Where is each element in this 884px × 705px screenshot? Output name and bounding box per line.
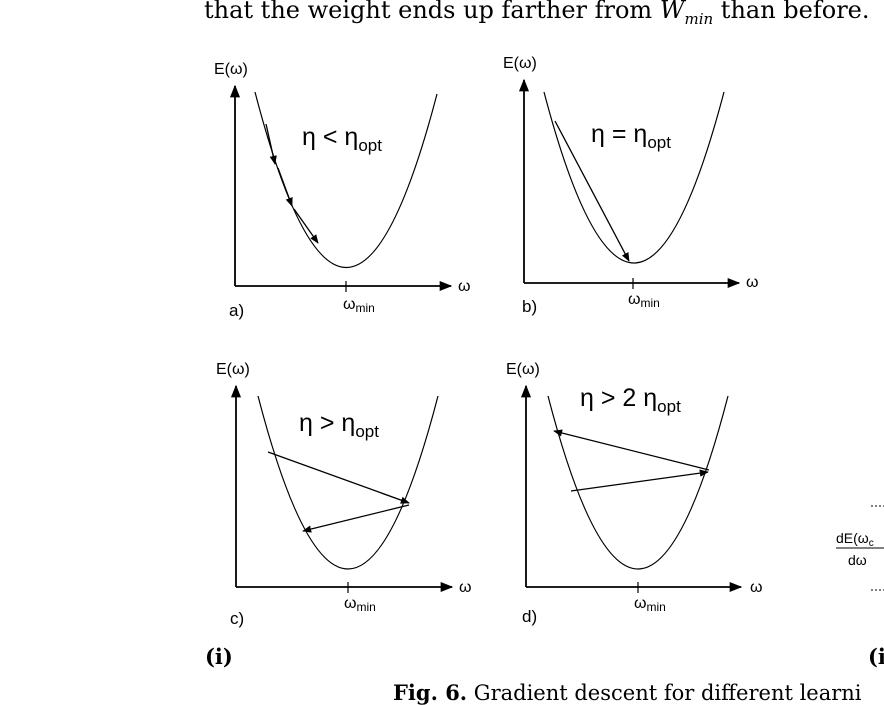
weight-variable: W [659,0,685,24]
y-axis-label: E(ω) [506,361,540,378]
x-axis-label: ω [458,278,471,295]
panel-label: a) [229,301,244,320]
derivative-numerator: dE(ωc [836,530,874,549]
panel-a: E(ω) ω ωmin η < ηopt a) [214,61,471,320]
x-axis-label: ω [750,579,763,596]
step-arrow [554,120,630,262]
figure-caption: Fig. 6. Gradient descent for different l… [393,680,862,705]
caption-figure-number: Fig. 6. [393,680,468,705]
error-curve [547,395,729,570]
panel-d: E(ω) ω ωmin η > 2 ηopt d) [506,361,763,626]
y-axis-label: E(ω) [216,361,250,378]
min-label: ωmin [634,595,666,614]
step-arrow-2 [553,429,710,471]
eta-condition: η > 2 ηopt [580,384,681,416]
y-axis-label: E(ω) [214,61,248,78]
error-curve [257,395,439,570]
step-arrow-1 [570,469,709,492]
step-arrow-1 [265,123,277,165]
panel-label: b) [522,297,537,316]
eta-condition: η = ηopt [591,120,671,152]
right-panel-fragment: dE(ωc dω [836,505,884,591]
step-arrow-2 [277,167,293,207]
eta-condition: η > ηopt [299,409,379,441]
x-axis-label: ω [459,579,472,596]
y-axis-label: E(ω) [503,55,537,72]
panel-c: E(ω) ω ωmin η > ηopt c) [216,361,472,628]
derivative-denominator: dω [848,552,867,568]
step-arrow-3 [293,208,319,244]
min-label: ωmin [628,291,660,310]
panel-b: E(ω) ω ωmin η = ηopt b) [503,55,759,316]
body-text-line: that the weight ends up farther from Wmi… [204,0,870,28]
weight-variable-subscript: min [684,9,714,28]
text-suffix: than before. [713,0,870,24]
subfigure-label-right: (i [868,644,884,669]
subfigure-label-left: (i) [205,644,233,669]
panel-label: d) [522,607,537,626]
min-label: ωmin [343,296,375,315]
step-arrow-2 [302,504,410,533]
x-axis-label: ω [746,274,759,291]
min-label: ωmin [344,595,376,614]
eta-condition: η < ηopt [302,123,382,155]
step-arrow-1 [267,451,410,504]
caption-text: Gradient descent for different learni [467,681,862,705]
panel-label: c) [230,609,244,628]
error-curve [543,91,725,264]
text-prefix: that the weight ends up farther from [204,0,660,24]
